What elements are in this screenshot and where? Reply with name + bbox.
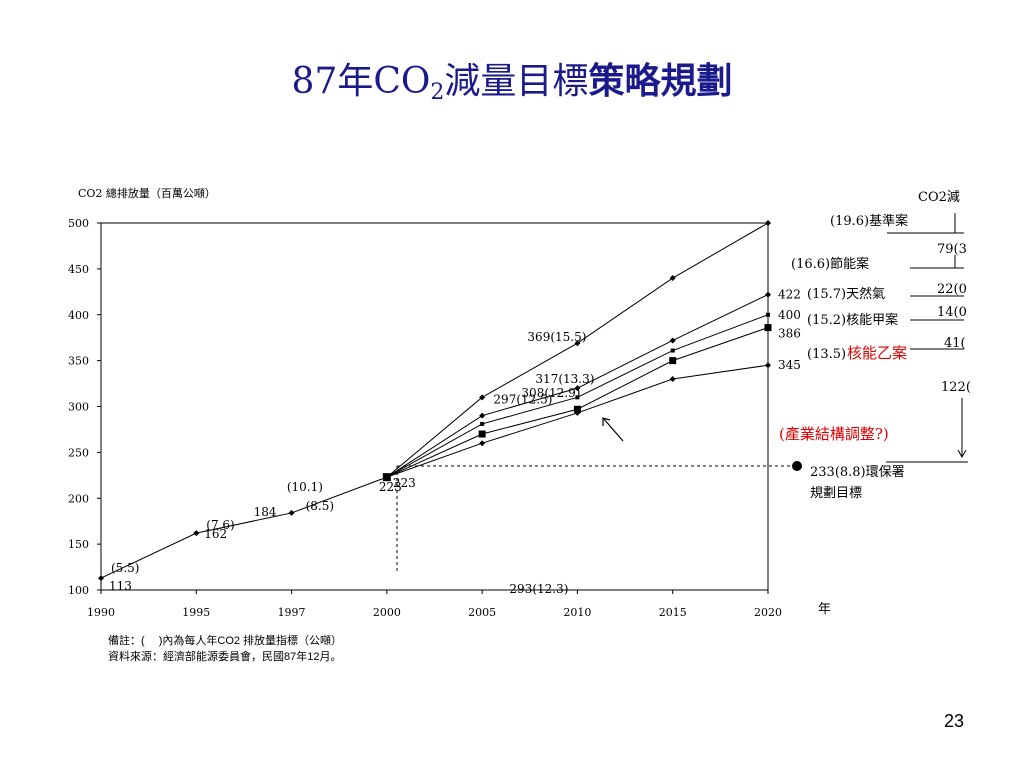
- scenario-label-energy-saving: (16.6)節能案: [791, 257, 869, 272]
- diamond-marker: [193, 530, 200, 537]
- square-marker: [478, 430, 486, 438]
- data-label: (5.5): [111, 561, 139, 575]
- small-square-marker: [766, 312, 770, 317]
- diamond-marker: [574, 385, 581, 392]
- diamond-marker: [479, 394, 486, 401]
- data-label: 162: [204, 527, 227, 541]
- reduction-value: 41(: [944, 336, 966, 351]
- diamond-marker: [98, 575, 104, 582]
- end-value-label: 386: [778, 327, 801, 341]
- data-label: (7.6): [206, 518, 234, 532]
- small-square-marker: [480, 421, 485, 426]
- end-value-label: 422: [778, 288, 801, 302]
- small-square-marker: [670, 348, 675, 353]
- footnote-source: 資料來源：經濟部能源委員會，民國87年12月。: [108, 651, 342, 663]
- diamond-marker: [669, 375, 676, 382]
- reduction-value: 22(0: [937, 282, 967, 297]
- scenario-line: [386, 222, 769, 478]
- diamond-marker: [765, 220, 771, 226]
- y-tick-label: 300: [68, 401, 89, 414]
- base-year-marker: [382, 473, 391, 482]
- y-axis-label: CO2 總排放量（百萬公噸）: [78, 186, 216, 200]
- x-tick-label: 2000: [373, 606, 401, 619]
- data-label: 369(15.5): [527, 330, 586, 344]
- square-marker: [669, 357, 677, 365]
- x-tick-label: 2005: [468, 606, 496, 619]
- x-tick-label: 1990: [87, 606, 115, 619]
- page-number: 23: [943, 711, 964, 731]
- y-tick-label: 100: [68, 584, 89, 597]
- y-tick-label: 350: [68, 355, 89, 368]
- scenario-line: [386, 327, 769, 478]
- title-part: 減量目標: [444, 61, 589, 102]
- footnote-remark: 備註：( )內為每人年CO2 排放量指標（公噸）: [108, 635, 343, 647]
- y-tick-label: 400: [68, 309, 89, 322]
- x-tick-label: 1995: [182, 606, 210, 619]
- data-label: 293(12.3): [509, 582, 568, 596]
- data-label: (8.5): [306, 499, 334, 513]
- reduction-value: 79(3: [937, 242, 967, 257]
- y-tick-label: 250: [68, 446, 89, 459]
- data-label: 184: [254, 505, 277, 519]
- end-value-label: 345: [778, 358, 801, 372]
- target-label-line2: 規劃目標: [810, 486, 862, 501]
- plot-frame: [100, 222, 769, 591]
- x-tick-label: 2015: [659, 606, 687, 619]
- history-line: [100, 476, 388, 579]
- diamond-marker: [574, 409, 581, 416]
- reduction-value: 122(: [941, 380, 971, 395]
- data-label: (10.1): [287, 480, 323, 494]
- square-marker: [764, 324, 772, 332]
- data-label: 297(12.5): [493, 392, 552, 406]
- x-axis-unit: 年: [818, 602, 831, 617]
- reduction-value: 14(0: [937, 305, 967, 320]
- data-label: 223: [393, 476, 416, 490]
- title-part: 87年CO: [291, 61, 431, 102]
- small-square-marker: [575, 395, 580, 400]
- data-label: 223: [379, 480, 402, 494]
- diamond-marker: [765, 362, 771, 369]
- bracket-arrow-head: [957, 449, 967, 459]
- scenario-label-nuclear-b-value: (13.5): [807, 347, 846, 362]
- annotation-arrow-head: [602, 417, 611, 426]
- scenario-label-nuclear-b: 核能乙案: [847, 344, 907, 362]
- diamond-marker: [479, 412, 486, 419]
- scenario-label-nuclear-a: (15.2)核能甲案: [807, 313, 898, 328]
- target-marker: [792, 461, 802, 471]
- data-label: 317(13.3): [535, 372, 594, 386]
- y-tick-label: 500: [68, 217, 89, 230]
- slide-title: 87年CO2減量目標策略規劃: [0, 52, 1024, 105]
- title-bold-part: 策略規劃: [588, 60, 733, 102]
- diamond-marker: [574, 340, 581, 347]
- scenario-label-baseline: (19.6)基準案: [830, 213, 908, 229]
- x-tick-label: 1997: [278, 606, 306, 619]
- y-tick-label: 450: [68, 263, 89, 276]
- diamond-marker: [669, 275, 676, 282]
- industry-restructure-note: (產業結構調整?): [779, 425, 889, 443]
- end-value-label: 400: [778, 308, 801, 322]
- scenario-label-natural-gas: (15.7)天然氣: [807, 286, 885, 302]
- diamond-marker: [765, 291, 771, 298]
- square-marker: [573, 405, 581, 413]
- data-label: 308(12.9): [521, 386, 580, 400]
- diamond-marker: [669, 337, 676, 344]
- x-tick-label: 2010: [563, 606, 591, 619]
- diamond-marker: [288, 509, 295, 516]
- y-tick-label: 200: [68, 492, 89, 505]
- y-tick-label: 150: [68, 538, 89, 551]
- title-subscript: 2: [430, 80, 445, 105]
- reduction-header: CO2減: [918, 189, 960, 205]
- x-tick-label: 2020: [754, 606, 782, 619]
- target-label-line1: 233(8.8)環保署: [810, 465, 905, 480]
- diamond-marker: [479, 440, 486, 447]
- data-label: 113: [109, 579, 132, 593]
- annotation-arrow: [602, 417, 624, 442]
